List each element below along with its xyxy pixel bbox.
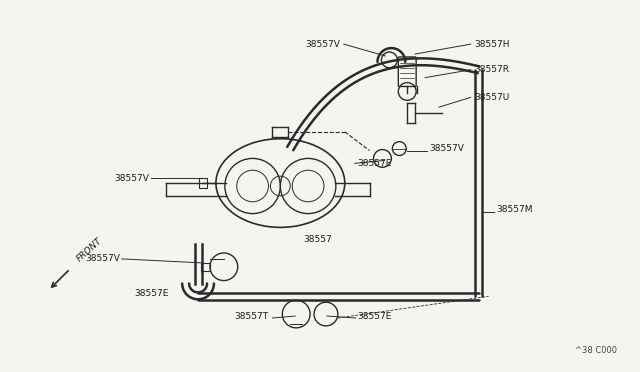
Text: 38557T: 38557T <box>234 311 268 321</box>
Text: FRONT: FRONT <box>75 237 104 264</box>
Text: 38557H: 38557H <box>475 40 510 49</box>
Text: 38557E: 38557E <box>358 311 392 321</box>
Bar <box>201 263 210 271</box>
Text: 38557V: 38557V <box>115 174 150 183</box>
Text: 38557M: 38557M <box>497 205 533 214</box>
Text: 38557E: 38557E <box>358 159 392 168</box>
Text: 38557E: 38557E <box>134 289 169 298</box>
Text: 38557R: 38557R <box>475 65 509 74</box>
Text: 38557V: 38557V <box>85 254 120 263</box>
Text: 38557U: 38557U <box>475 93 510 102</box>
Text: ^38 C000: ^38 C000 <box>575 346 618 355</box>
Text: 38557V: 38557V <box>429 144 464 153</box>
Text: 38557V: 38557V <box>305 40 340 49</box>
Bar <box>199 178 207 188</box>
Text: 38557: 38557 <box>303 235 332 244</box>
